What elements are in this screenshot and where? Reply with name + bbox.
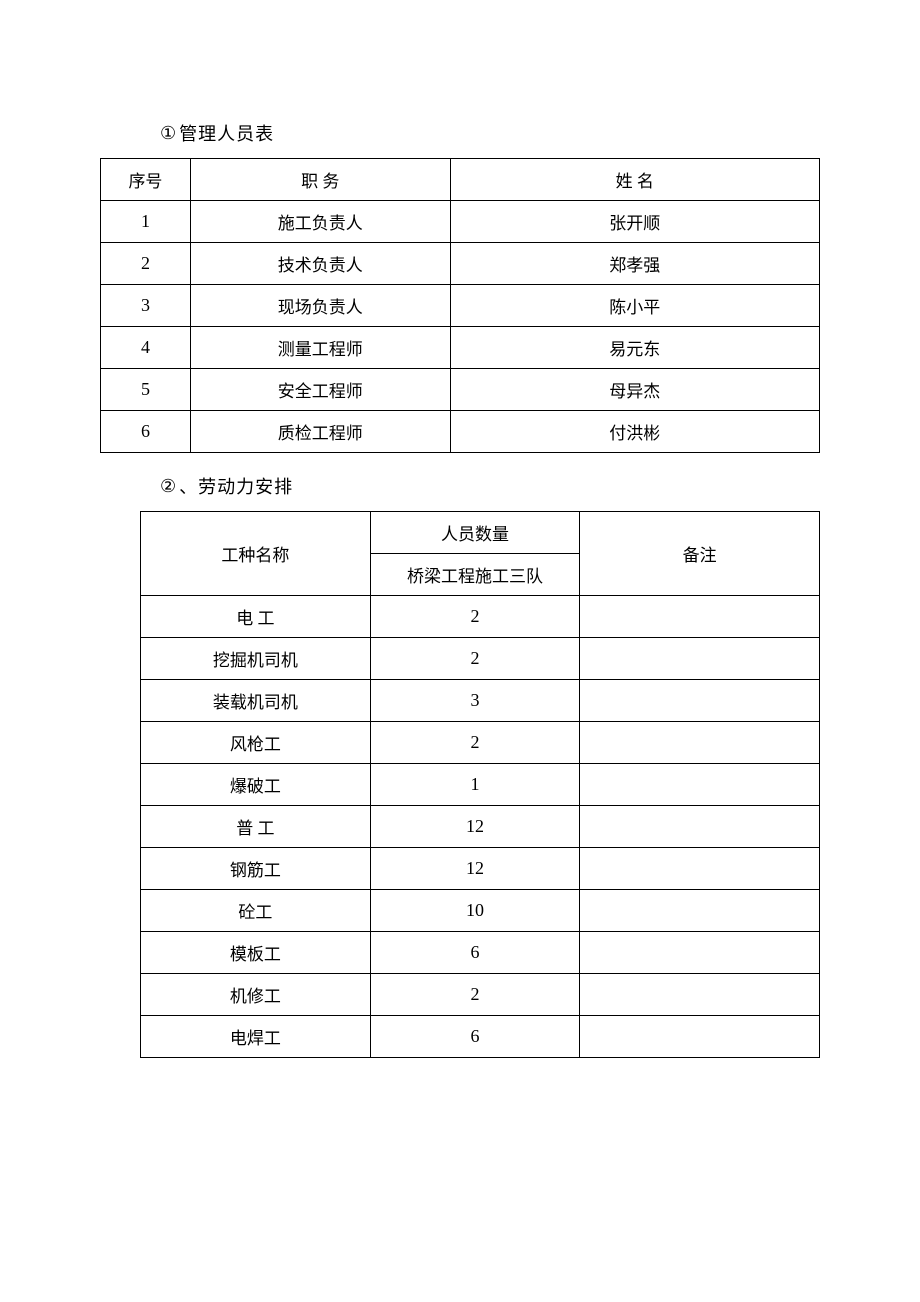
table-row: 挖掘机司机2 xyxy=(141,638,820,680)
labor-table: 工种名称 人员数量 备注 桥梁工程施工三队 电 工2挖掘机司机2装载机司机3风枪… xyxy=(140,511,820,1058)
cell-count: 6 xyxy=(370,932,580,974)
cell-count: 2 xyxy=(370,974,580,1016)
cell-type: 爆破工 xyxy=(141,764,371,806)
cell-position: 现场负责人 xyxy=(190,285,450,327)
cell-type: 电焊工 xyxy=(141,1016,371,1058)
table-row: 2技术负责人郑孝强 xyxy=(101,243,820,285)
cell-seq: 2 xyxy=(101,243,191,285)
cell-remark xyxy=(580,638,820,680)
management-table: 序号 职 务 姓 名 1施工负责人张开顺2技术负责人郑孝强3现场负责人陈小平4测… xyxy=(100,158,820,453)
section2-title-text: 、劳动力安排 xyxy=(179,473,293,499)
table-row: 6质检工程师付洪彬 xyxy=(101,411,820,453)
table-header-row: 工种名称 人员数量 备注 xyxy=(141,512,820,554)
table-row: 电焊工6 xyxy=(141,1016,820,1058)
header-subcount: 桥梁工程施工三队 xyxy=(370,554,580,596)
section2-marker: ② xyxy=(160,476,177,497)
cell-remark xyxy=(580,596,820,638)
section1-marker: ① xyxy=(160,123,177,144)
cell-seq: 6 xyxy=(101,411,191,453)
cell-position: 施工负责人 xyxy=(190,201,450,243)
cell-remark xyxy=(580,932,820,974)
cell-name: 母异杰 xyxy=(450,369,819,411)
cell-type: 风枪工 xyxy=(141,722,371,764)
cell-count: 10 xyxy=(370,890,580,932)
cell-remark xyxy=(580,1016,820,1058)
table-row: 4测量工程师易元东 xyxy=(101,327,820,369)
cell-position: 安全工程师 xyxy=(190,369,450,411)
cell-name: 付洪彬 xyxy=(450,411,819,453)
table-row: 3现场负责人陈小平 xyxy=(101,285,820,327)
section2-title: ② 、劳动力安排 xyxy=(160,473,820,499)
cell-name: 郑孝强 xyxy=(450,243,819,285)
header-type: 工种名称 xyxy=(141,512,371,596)
cell-seq: 4 xyxy=(101,327,191,369)
section1-title-text: 管理人员表 xyxy=(179,120,274,146)
cell-type: 装载机司机 xyxy=(141,680,371,722)
cell-remark xyxy=(580,974,820,1016)
cell-remark xyxy=(580,806,820,848)
cell-count: 2 xyxy=(370,638,580,680)
cell-count: 1 xyxy=(370,764,580,806)
cell-position: 技术负责人 xyxy=(190,243,450,285)
header-count: 人员数量 xyxy=(370,512,580,554)
cell-count: 6 xyxy=(370,1016,580,1058)
header-position: 职 务 xyxy=(190,159,450,201)
cell-remark xyxy=(580,680,820,722)
cell-count: 3 xyxy=(370,680,580,722)
table-row: 模板工6 xyxy=(141,932,820,974)
cell-position: 质检工程师 xyxy=(190,411,450,453)
table-row: 装载机司机3 xyxy=(141,680,820,722)
cell-name: 陈小平 xyxy=(450,285,819,327)
cell-name: 张开顺 xyxy=(450,201,819,243)
cell-count: 12 xyxy=(370,806,580,848)
table-row: 5安全工程师母异杰 xyxy=(101,369,820,411)
table-row: 爆破工1 xyxy=(141,764,820,806)
table-row: 电 工2 xyxy=(141,596,820,638)
table-row: 砼工10 xyxy=(141,890,820,932)
cell-seq: 1 xyxy=(101,201,191,243)
table-header-row: 序号 职 务 姓 名 xyxy=(101,159,820,201)
header-seq: 序号 xyxy=(101,159,191,201)
table-row: 普 工12 xyxy=(141,806,820,848)
cell-count: 12 xyxy=(370,848,580,890)
cell-count: 2 xyxy=(370,722,580,764)
cell-remark xyxy=(580,764,820,806)
header-name: 姓 名 xyxy=(450,159,819,201)
table-row: 钢筋工12 xyxy=(141,848,820,890)
cell-remark xyxy=(580,722,820,764)
cell-name: 易元东 xyxy=(450,327,819,369)
cell-count: 2 xyxy=(370,596,580,638)
cell-type: 砼工 xyxy=(141,890,371,932)
table-row: 风枪工2 xyxy=(141,722,820,764)
table-row: 机修工2 xyxy=(141,974,820,1016)
cell-remark xyxy=(580,890,820,932)
cell-type: 钢筋工 xyxy=(141,848,371,890)
cell-type: 电 工 xyxy=(141,596,371,638)
cell-type: 机修工 xyxy=(141,974,371,1016)
header-remark: 备注 xyxy=(580,512,820,596)
table-row: 1施工负责人张开顺 xyxy=(101,201,820,243)
cell-type: 挖掘机司机 xyxy=(141,638,371,680)
cell-seq: 5 xyxy=(101,369,191,411)
cell-seq: 3 xyxy=(101,285,191,327)
cell-type: 普 工 xyxy=(141,806,371,848)
cell-position: 测量工程师 xyxy=(190,327,450,369)
section1-title: ① 管理人员表 xyxy=(160,120,820,146)
cell-remark xyxy=(580,848,820,890)
cell-type: 模板工 xyxy=(141,932,371,974)
